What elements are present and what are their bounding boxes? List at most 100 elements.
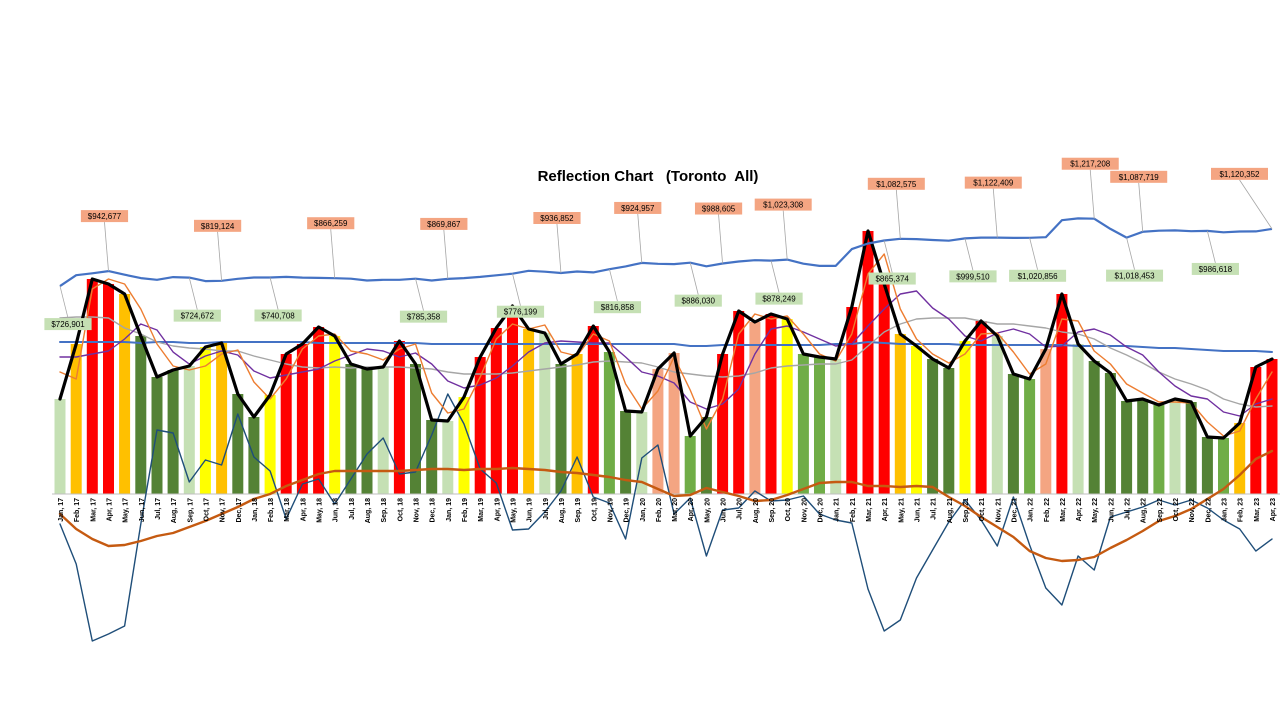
price-label-8: $724,672 — [181, 312, 215, 321]
x-tick-label-37: Feb, 20 — [656, 498, 663, 522]
x-tick-label-40: May, 20 — [704, 498, 711, 523]
x-tick-label-31: Aug, 19 — [559, 498, 566, 523]
bar-16 — [313, 327, 325, 494]
x-tick-label-28: May, 19 — [510, 498, 517, 523]
series-line-3 — [59, 316, 1273, 408]
bar-6 — [151, 377, 163, 494]
bar-63 — [1072, 344, 1084, 494]
price-label-22: $785,358 — [407, 313, 441, 322]
price-leader-75 — [1239, 179, 1273, 230]
x-tick-label-67: Aug, 22 — [1141, 498, 1148, 523]
price-label-75: $1,120,352 — [1219, 170, 1260, 179]
price-leader-17 — [330, 229, 336, 279]
x-tick-label-1: Feb, 17 — [74, 498, 81, 522]
chart-title: Reflection Chart (Toronto All) — [537, 168, 759, 185]
bar-23 — [426, 420, 438, 494]
x-tick-label-65: Jun, 22 — [1108, 498, 1115, 522]
bar-54 — [927, 359, 939, 494]
x-tick-label-44: Sep, 20 — [769, 498, 776, 523]
price-label-31: $936,852 — [540, 214, 574, 223]
x-tick-label-23: Dec, 18 — [430, 498, 437, 523]
price-label-box-60 — [1009, 269, 1067, 282]
x-tick-label-64: May, 22 — [1092, 498, 1099, 523]
x-tick-label-16: May, 18 — [317, 498, 324, 523]
x-tick-label-63: Apr, 22 — [1076, 498, 1083, 521]
price-leader-44 — [770, 260, 780, 293]
price-label-39: $886,030 — [682, 297, 716, 306]
price-label-44: $878,249 — [762, 295, 796, 304]
x-tick-label-24: Jan, 19 — [446, 498, 453, 522]
series-line-2 — [59, 290, 1273, 417]
x-tick-label-73: Feb, 23 — [1238, 498, 1245, 522]
bar-11 — [232, 394, 244, 494]
x-tick-label-53: Jun, 21 — [914, 498, 921, 522]
bar-71 — [1201, 437, 1213, 494]
bar-0 — [54, 399, 66, 494]
bar-35 — [620, 411, 632, 494]
price-label-box-58 — [964, 176, 1022, 189]
bar-48 — [830, 359, 842, 494]
bar-44 — [765, 314, 777, 494]
bar-36 — [636, 412, 648, 494]
bar-59 — [1007, 374, 1019, 494]
x-tick-label-50: Mar, 21 — [866, 498, 873, 522]
price-label-box-24 — [420, 217, 468, 230]
price-leader-0 — [59, 285, 69, 319]
price-label-box-64 — [1061, 157, 1119, 170]
bar-31 — [555, 364, 567, 494]
x-tick-label-49: Feb, 21 — [850, 498, 857, 522]
bar-14 — [280, 354, 292, 494]
price-leader-66 — [1126, 237, 1135, 270]
bar-61 — [1040, 349, 1052, 494]
x-tick-label-75: Apr, 23 — [1270, 498, 1277, 521]
price-label-box-45 — [754, 198, 812, 211]
x-tick-label-9: Oct, 17 — [203, 498, 210, 521]
bar-9 — [199, 347, 211, 494]
price-label-17: $866,259 — [314, 219, 348, 228]
price-label-box-13 — [254, 309, 302, 322]
price-label-box-39 — [674, 294, 722, 307]
price-label-67: $1,087,719 — [1119, 173, 1160, 182]
price-leader-22 — [415, 278, 424, 311]
bar-65 — [1104, 373, 1116, 494]
x-tick-label-47: Dec, 20 — [818, 498, 825, 523]
x-tick-label-14: Mar, 18 — [284, 498, 291, 522]
bar-69 — [1169, 399, 1181, 494]
price-label-56: $999,510 — [956, 272, 990, 281]
price-label-41: $988,605 — [702, 205, 736, 214]
bar-64 — [1088, 361, 1100, 494]
price-label-box-8 — [173, 309, 221, 322]
x-tick-label-18: Jul, 18 — [349, 498, 356, 520]
price-leader-10 — [217, 231, 222, 281]
bar-50 — [862, 231, 874, 494]
price-label-71: $986,618 — [1199, 265, 1233, 274]
bar-10 — [216, 343, 228, 494]
price-leader-67 — [1138, 182, 1144, 232]
bar-73 — [1234, 423, 1246, 494]
price-label-34: $816,858 — [601, 303, 635, 312]
price-label-box-66 — [1106, 269, 1164, 282]
price-label-box-3 — [80, 210, 129, 223]
x-tick-label-34: Nov, 19 — [607, 498, 614, 522]
price-leader-34 — [609, 269, 618, 302]
price-label-24: $869,867 — [427, 220, 461, 229]
price-label-52: $1,082,575 — [876, 180, 917, 189]
price-label-box-44 — [755, 292, 803, 305]
bar-32 — [571, 354, 583, 494]
x-tick-label-61: Feb, 22 — [1044, 498, 1051, 522]
x-tick-label-17: Jun, 18 — [333, 498, 340, 522]
x-tick-label-52: May, 21 — [898, 498, 905, 523]
bar-20 — [377, 367, 389, 494]
x-tick-label-70: Nov, 22 — [1189, 498, 1196, 522]
bar-42 — [733, 311, 745, 494]
price-label-box-75 — [1211, 167, 1268, 180]
x-tick-label-48: Jan, 21 — [834, 498, 841, 522]
bar-56 — [959, 341, 971, 494]
x-tick-label-42: Jul, 20 — [737, 498, 744, 520]
price-leader-31 — [556, 223, 562, 274]
bar-2 — [86, 279, 98, 494]
bar-3 — [103, 284, 114, 494]
price-leader-71 — [1206, 230, 1216, 264]
x-tick-label-55: Aug, 21 — [947, 498, 954, 523]
